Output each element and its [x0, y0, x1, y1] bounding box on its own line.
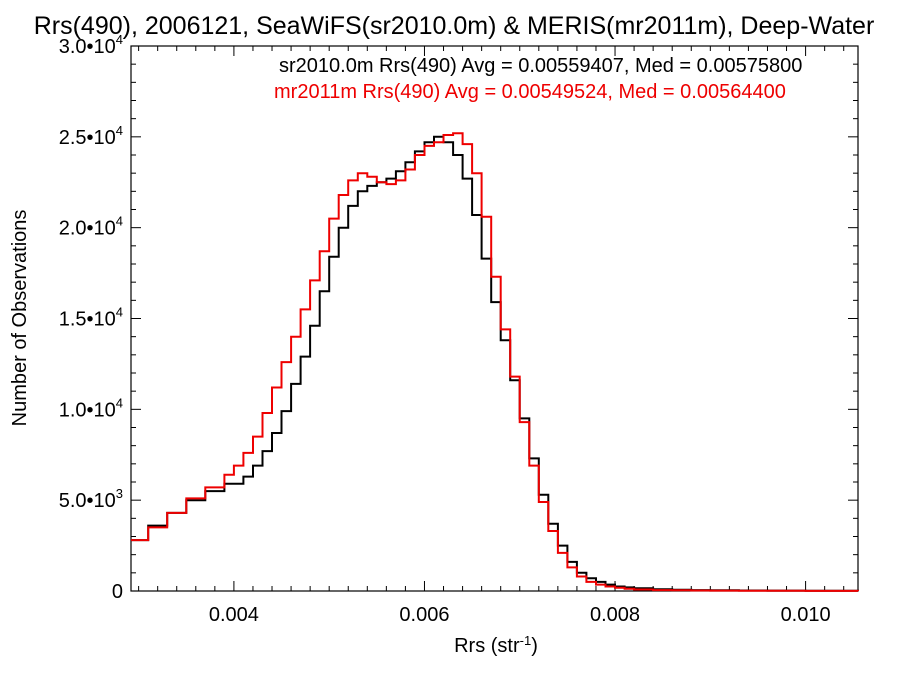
y-tick-label: 5.0•103	[59, 486, 123, 512]
series-layer	[131, 132, 859, 592]
y-tick-label: 0	[112, 581, 123, 603]
y-tick-label: 2.0•104	[59, 214, 123, 240]
y-tick-label: 3.0•104	[59, 32, 123, 58]
x-tick-labels: 0.004 0.006 0.008 0.010	[209, 604, 831, 626]
y-tick-label: 2.5•104	[59, 123, 123, 149]
y-axis-label: Number of Observations	[9, 210, 31, 427]
y-tick-labels: 0 5.0•103 1.0•104 1.5•104 2.0•104 2.5•104 3.0•…	[59, 32, 123, 603]
x-tick-label: 0.006	[399, 604, 449, 626]
x-axis-label: Rrs (str-1)	[454, 633, 538, 657]
x-axis-label-main: Rrs (str	[454, 635, 520, 657]
x-tick-label: 0.010	[781, 604, 831, 626]
x-tick-label: 0.004	[209, 604, 259, 626]
chart-title: Rrs(490), 2006121, SeaWiFS(sr2010.0m) & …	[34, 12, 875, 40]
series-line-red	[131, 132, 859, 592]
x-axis-label-close: )	[531, 635, 538, 657]
axis-ticks	[131, 45, 858, 592]
annotation-text-black: sr2010.0m Rrs(490) Avg = 0.00559407, Med…	[279, 55, 802, 77]
annotation-text-red: mr2011m Rrs(490) Avg = 0.00549524, Med =…	[274, 81, 786, 103]
y-tick-label: 1.0•104	[59, 395, 123, 421]
annotation-red: mr2011m Rrs(490) Avg = 0.00549524, Med =…	[274, 81, 786, 103]
annotation-black: sr2010.0m Rrs(490) Avg = 0.00559407, Med…	[279, 55, 802, 77]
x-axis-label-sup: -1	[520, 633, 532, 648]
y-tick-label: 1.5•104	[59, 305, 123, 331]
x-tick-label: 0.008	[590, 604, 640, 626]
